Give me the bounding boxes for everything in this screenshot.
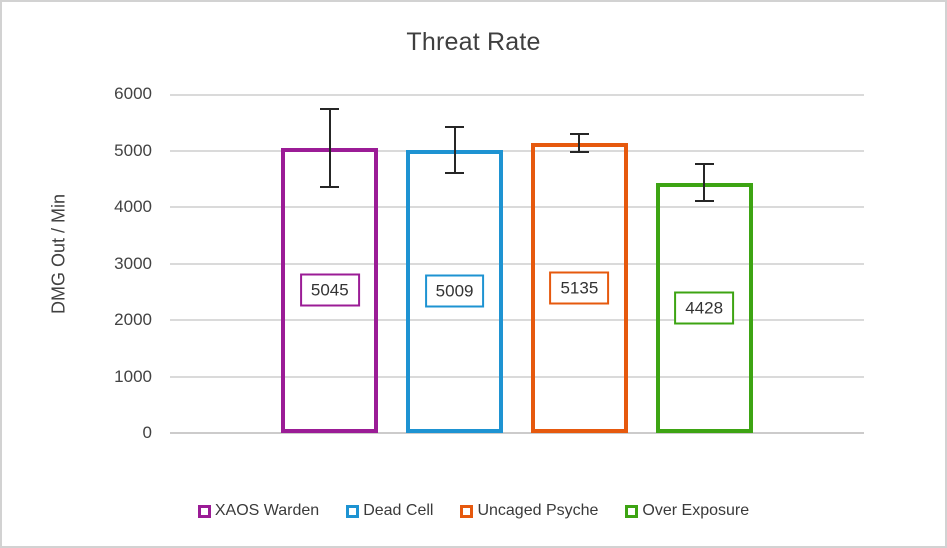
error-bar-cap (694, 199, 714, 202)
gridline (170, 94, 864, 96)
gridline (170, 375, 864, 378)
y-tick-label: 6000 (114, 84, 152, 103)
y-tick-label: 0 (142, 423, 152, 442)
legend-label: Dead Cell (363, 502, 434, 519)
gridline (170, 206, 864, 208)
chart-title: Threat Rate (406, 28, 541, 56)
legend-item-uncaged-psyche[interactable]: Uncaged Psyche (460, 502, 598, 520)
error-bar-cap (694, 162, 714, 165)
legend-swatch-icon (346, 504, 360, 518)
legend-item-dead-cell[interactable]: Dead Cell (346, 502, 433, 520)
error-bar-line (328, 108, 331, 188)
error-bar-cap (320, 108, 340, 111)
legend-label: Over Exposure (642, 502, 750, 519)
y-tick-label: 1000 (114, 366, 152, 386)
error-bar (694, 162, 714, 202)
error-bar-line (453, 125, 456, 174)
gridline (170, 149, 864, 152)
error-bar-cap (569, 150, 589, 153)
y-tick-label: 3000 (114, 253, 152, 273)
legend-swatch-icon (625, 504, 639, 518)
legend-swatch-icon (197, 504, 211, 518)
y-tick-label: 5000 (114, 140, 152, 160)
error-bar-cap (320, 185, 340, 188)
legend-label: XAOS Warden (214, 502, 320, 519)
data-label: 5135 (549, 271, 610, 305)
legend-item-xaos-warden[interactable]: XAOS Warden (197, 502, 320, 520)
data-label: 5009 (424, 274, 485, 308)
y-tick-label: 4000 (114, 197, 152, 216)
error-bar-cap (569, 132, 589, 135)
y-tick-label: 2000 (114, 310, 152, 329)
data-label: 5045 (299, 273, 360, 307)
error-bar (569, 132, 589, 153)
legend-item-over-exposure[interactable]: Over Exposure (625, 502, 749, 520)
legend: XAOS Warden Dead Cell Uncaged Psyche Over E… (2, 502, 945, 520)
legend-swatch-icon (460, 504, 474, 518)
error-bar (320, 108, 340, 188)
data-label: 4428 (674, 291, 735, 325)
error-bar-cap (445, 125, 465, 128)
legend-label: Uncaged Psyche (477, 502, 599, 519)
gridline (170, 319, 864, 321)
x-axis-line (170, 432, 864, 434)
error-bar (445, 125, 465, 174)
gridline (170, 262, 864, 265)
error-bar-cap (445, 171, 465, 174)
error-bar-line (578, 132, 581, 153)
plot-area: 5045 5009 5135 4428 (170, 94, 864, 434)
y-axis-tick-labels: 0 1000 2000 3000 4000 5000 6000 (42, 84, 152, 442)
error-bar-line (703, 162, 706, 202)
